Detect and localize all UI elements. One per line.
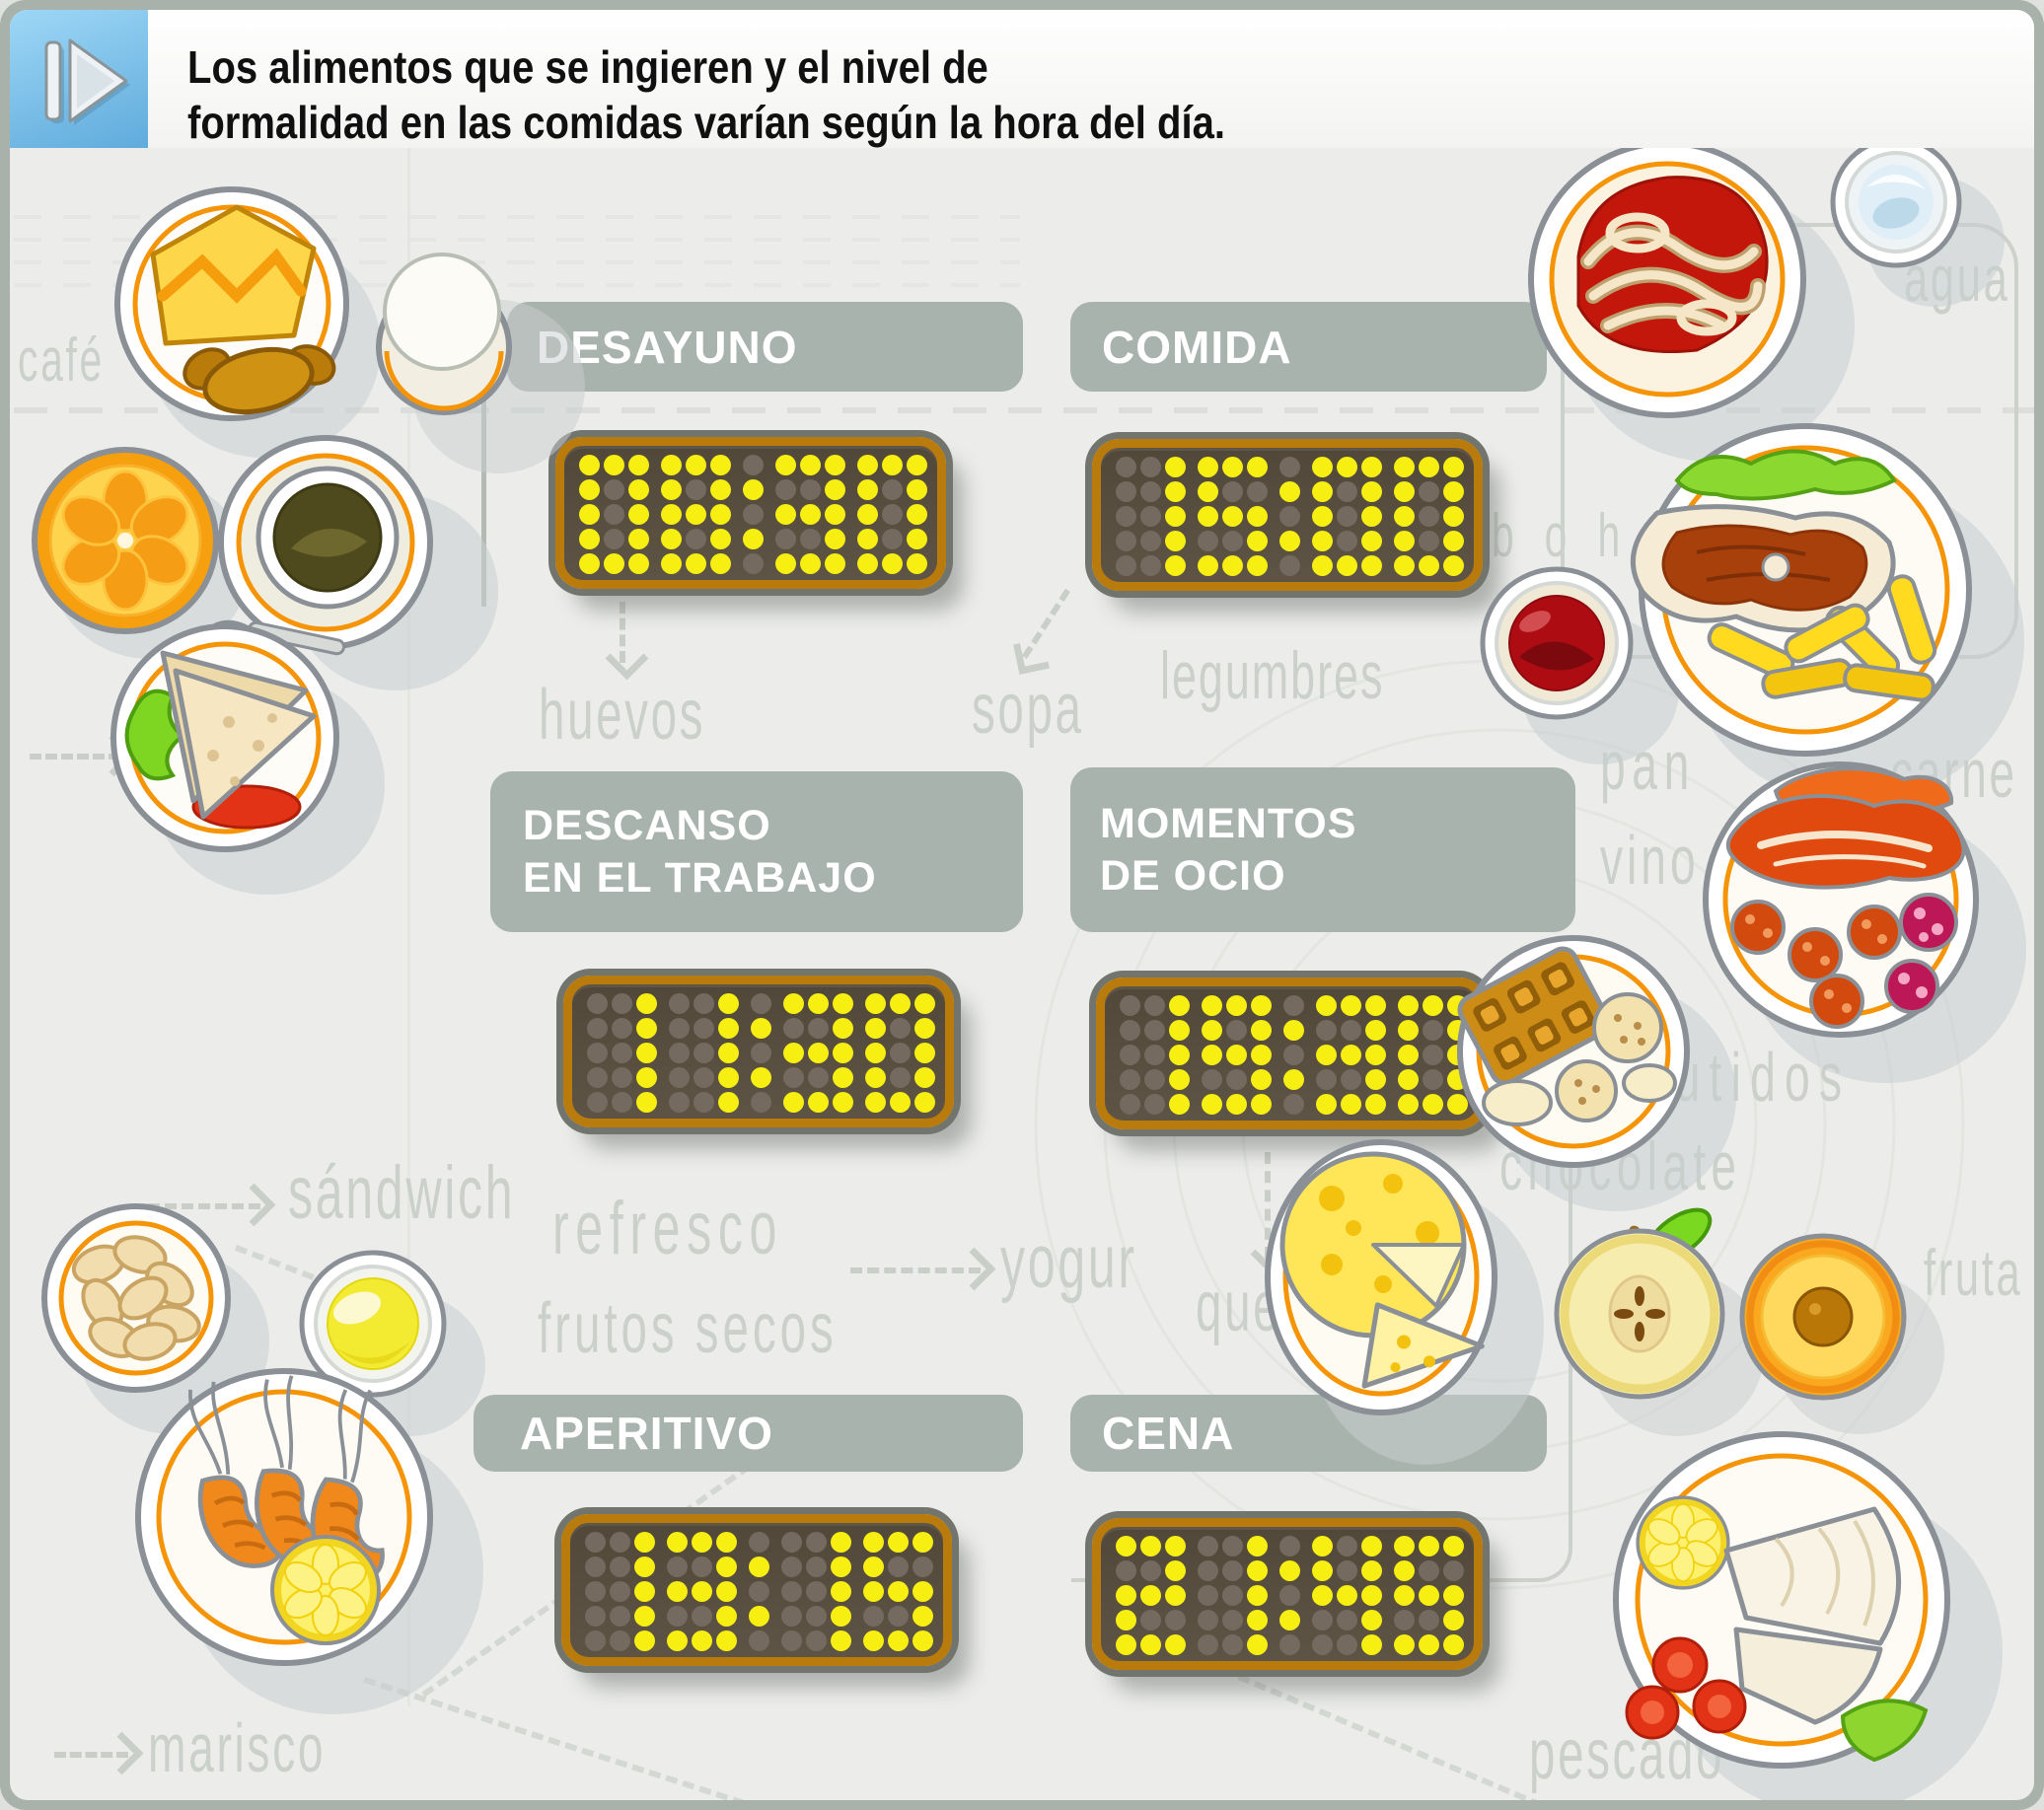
dashed-diagonal bbox=[234, 1245, 415, 1319]
meal-label: APERITIVO bbox=[520, 1408, 773, 1459]
bg-word-legumbres: legumbres bbox=[1160, 638, 1385, 713]
bg-word-frutos-secos: frutos secos bbox=[538, 1289, 838, 1368]
bg-word-vino: vino bbox=[1600, 822, 1700, 899]
dashed-guide-row bbox=[14, 238, 1020, 242]
page-title: Los alimentos que se ingieren y el nivel… bbox=[187, 39, 1225, 150]
meal-label: COMIDA bbox=[1102, 321, 1292, 373]
bg-word-carne: carne bbox=[1890, 735, 2017, 812]
meal-band-aperitivo: APERITIVO bbox=[474, 1395, 1023, 1472]
apple-half bbox=[1554, 1207, 1764, 1436]
arrowhead-icon bbox=[100, 1731, 144, 1775]
arrowhead-icon bbox=[605, 636, 649, 681]
orange-slice bbox=[32, 447, 249, 659]
peach-half bbox=[1739, 1233, 1944, 1434]
meal-label: EN EL TRABAJO bbox=[523, 853, 877, 902]
arrow-to-yogur bbox=[850, 1267, 981, 1273]
arrow-to-cereal bbox=[30, 754, 120, 760]
arrowhead-icon bbox=[1013, 638, 1050, 675]
arrowhead-icon bbox=[92, 733, 136, 777]
group-outline-cena-foods bbox=[1071, 1063, 1572, 1582]
digital-clock-comida bbox=[1092, 439, 1483, 591]
play-button[interactable] bbox=[10, 10, 148, 148]
digital-clock-momentos-ocio bbox=[1096, 977, 1487, 1129]
bg-word-refresco: refresco bbox=[552, 1187, 784, 1270]
arrowhead-icon bbox=[952, 1247, 996, 1291]
breakfast-plate bbox=[114, 186, 381, 458]
meal-label: DE OCIO bbox=[1100, 851, 1286, 900]
dashed-guide-row bbox=[14, 260, 1020, 264]
guide-vline bbox=[407, 148, 410, 1706]
arrow-to-marisco bbox=[54, 1752, 128, 1758]
meal-band-cena: CENA bbox=[1070, 1395, 1547, 1472]
band-connector-line bbox=[481, 392, 486, 607]
digital-clock-cena bbox=[1092, 1518, 1483, 1670]
digital-clock-descanso bbox=[563, 976, 954, 1127]
bg-word-pescado: pescado bbox=[1529, 1715, 1725, 1794]
meal-band-descanso: DESCANSO EN EL TRABAJO bbox=[490, 771, 1023, 932]
meal-band-comida: COMIDA bbox=[1070, 302, 1547, 392]
bg-word-marisco: marisco bbox=[148, 1709, 327, 1786]
coffee-cup bbox=[205, 435, 498, 690]
bg-word-embutidos: embutidos bbox=[1559, 1039, 1852, 1116]
meal-label: MOMENTOS bbox=[1100, 799, 1357, 847]
title-line-1: Los alimentos que se ingieren y el nivel… bbox=[187, 41, 988, 93]
digital-clock-aperitivo bbox=[561, 1514, 952, 1666]
bg-word-cereal: cereal bbox=[138, 709, 249, 777]
bg-word-cafe: café bbox=[18, 326, 105, 395]
bg-word-pan: pan bbox=[1600, 727, 1696, 804]
bg-word-yogur: yogur bbox=[1000, 1220, 1137, 1304]
stage: café cereal huevos sopa legumbres carboh… bbox=[10, 10, 2034, 1800]
meal-band-momentos-ocio: MOMENTOS DE OCIO bbox=[1070, 767, 1575, 932]
meal-label: DESCANSO bbox=[523, 801, 771, 849]
dashed-guide-row bbox=[14, 283, 1020, 287]
meal-band-desayuno: DESAYUNO bbox=[507, 302, 1023, 392]
group-outline-comida-foods bbox=[1561, 223, 2018, 659]
dashed-guide-row bbox=[14, 215, 1020, 219]
digital-clock-desayuno bbox=[555, 437, 946, 589]
bg-word-fruta: fruta bbox=[1924, 1236, 2023, 1309]
meal-label: DESAYUNO bbox=[537, 321, 798, 373]
play-icon bbox=[44, 38, 130, 125]
dashed-diagonal bbox=[1220, 1667, 1560, 1800]
bg-word-sandwich: sándwich bbox=[288, 1151, 516, 1235]
meal-label: CENA bbox=[1102, 1408, 1235, 1459]
dashed-guide-row bbox=[14, 407, 2034, 413]
bg-word-huevos: huevos bbox=[539, 676, 706, 755]
arrowhead-icon bbox=[232, 1183, 276, 1227]
header-bar: Los alimentos que se ingieren y el nivel… bbox=[10, 10, 2034, 148]
title-line-2: formalidad en las comidas varían según l… bbox=[187, 97, 1225, 148]
bg-word-sopa: sopa bbox=[972, 670, 1084, 749]
almonds-plate bbox=[41, 1203, 269, 1434]
shrimp-plate bbox=[135, 1368, 483, 1714]
